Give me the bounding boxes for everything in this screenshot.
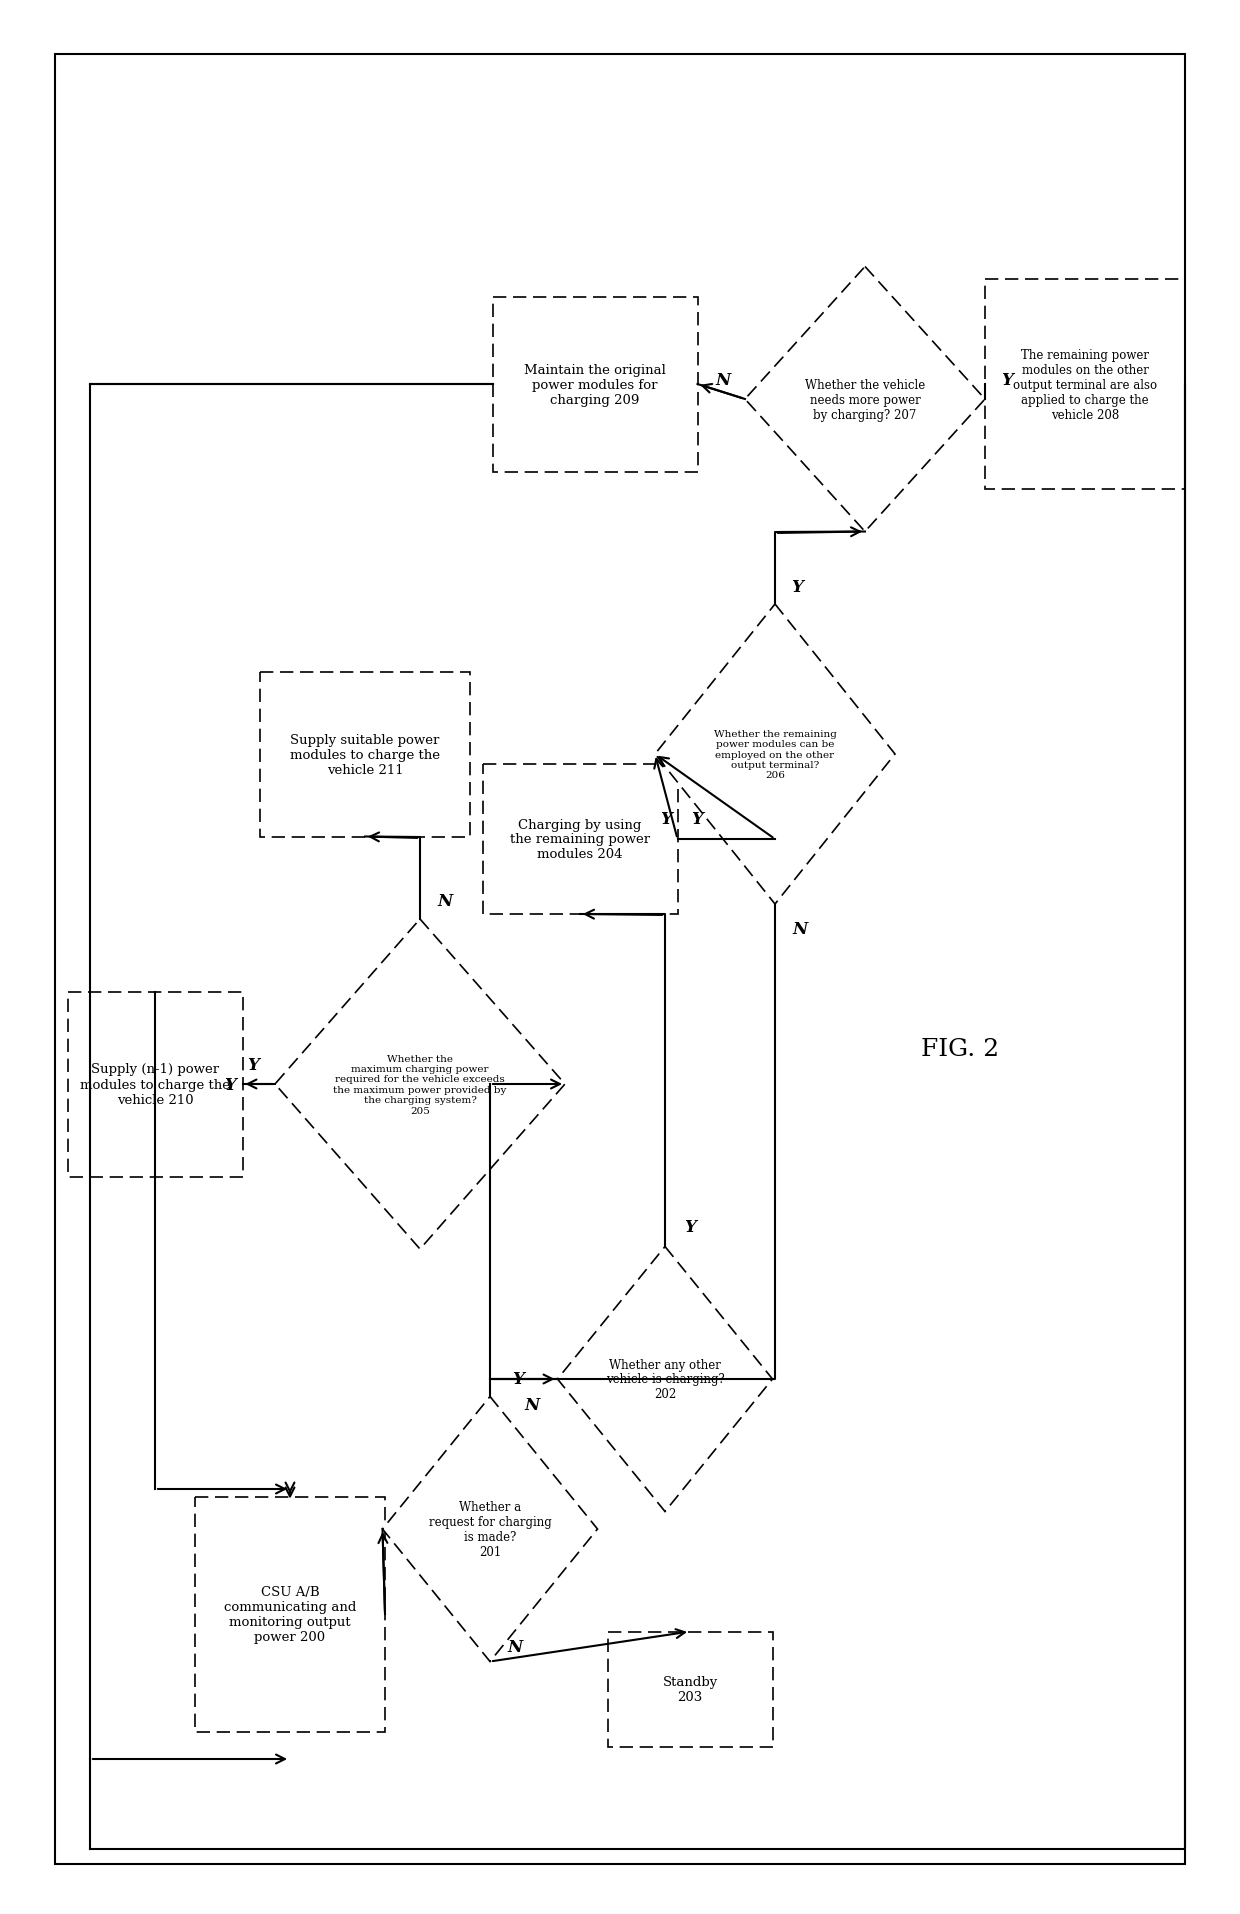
- Text: Y: Y: [791, 578, 804, 595]
- Text: CSU A/B
communicating and
monitoring output
power 200: CSU A/B communicating and monitoring out…: [223, 1585, 356, 1642]
- Text: Whether a
request for charging
is made?
201: Whether a request for charging is made? …: [429, 1501, 552, 1558]
- Polygon shape: [382, 1397, 598, 1661]
- Text: N: N: [438, 894, 453, 909]
- Text: Y: Y: [224, 1076, 236, 1093]
- Text: Y: Y: [661, 812, 672, 829]
- Text: Whether the
maximum charging power
required for the vehicle exceeds
the maximum : Whether the maximum charging power requi…: [334, 1055, 507, 1116]
- Bar: [482, 764, 677, 915]
- Bar: [492, 297, 697, 473]
- Text: Whether any other
vehicle is charging?
202: Whether any other vehicle is charging? 2…: [605, 1357, 724, 1401]
- Bar: [608, 1631, 773, 1747]
- Bar: [985, 279, 1185, 490]
- Bar: [67, 991, 243, 1177]
- Polygon shape: [275, 919, 565, 1250]
- Bar: [260, 672, 470, 836]
- Bar: [195, 1497, 384, 1732]
- Text: N: N: [507, 1638, 522, 1656]
- Text: Charging by using
the remaining power
modules 204: Charging by using the remaining power mo…: [510, 817, 650, 861]
- Polygon shape: [655, 605, 895, 905]
- Text: Y: Y: [512, 1370, 525, 1388]
- Text: N: N: [715, 371, 730, 389]
- Text: Supply suitable power
modules to charge the
vehicle 211: Supply suitable power modules to charge …: [290, 733, 440, 775]
- Text: Y: Y: [247, 1057, 259, 1074]
- Polygon shape: [558, 1246, 773, 1512]
- Text: The remaining power
modules on the other
output terminal are also
applied to cha: The remaining power modules on the other…: [1013, 348, 1157, 421]
- Polygon shape: [745, 268, 985, 532]
- Text: N: N: [525, 1395, 541, 1413]
- Text: Y: Y: [1001, 371, 1013, 389]
- Text: Supply (n-1) power
modules to charge the
vehicle 210: Supply (n-1) power modules to charge the…: [81, 1062, 229, 1106]
- Text: Y: Y: [692, 812, 703, 829]
- Text: Whether the remaining
power modules can be
employed on the other
output terminal: Whether the remaining power modules can …: [713, 729, 837, 779]
- Text: FIG. 2: FIG. 2: [921, 1037, 999, 1060]
- Text: N: N: [792, 921, 807, 938]
- Text: Maintain the original
power modules for
charging 209: Maintain the original power modules for …: [525, 364, 666, 406]
- Text: Standby
203: Standby 203: [662, 1675, 718, 1703]
- Text: Y: Y: [684, 1219, 696, 1235]
- Text: Whether the vehicle
needs more power
by charging? 207: Whether the vehicle needs more power by …: [805, 379, 925, 421]
